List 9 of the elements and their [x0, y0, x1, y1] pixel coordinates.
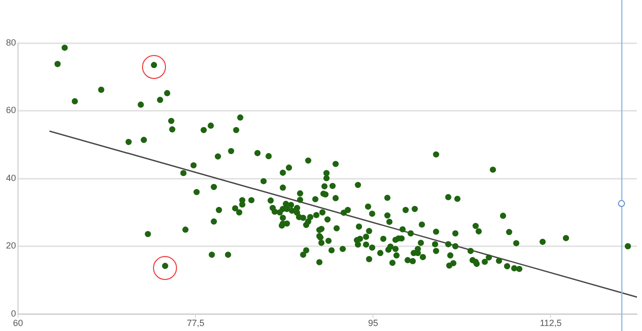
y-tick-label: 80 — [6, 37, 16, 48]
x-tick-label: 60 — [12, 318, 24, 328]
x-tick-label: 112,5 — [540, 318, 562, 328]
y-tick-label: 40 — [6, 172, 16, 183]
x-tick-label: 77,5 — [186, 318, 204, 328]
y-tick-label: 60 — [6, 105, 16, 116]
x-tick-label: 95 — [368, 318, 378, 328]
y-tick-label: 0 — [10, 308, 16, 318]
y-tick-label: 20 — [6, 240, 16, 251]
